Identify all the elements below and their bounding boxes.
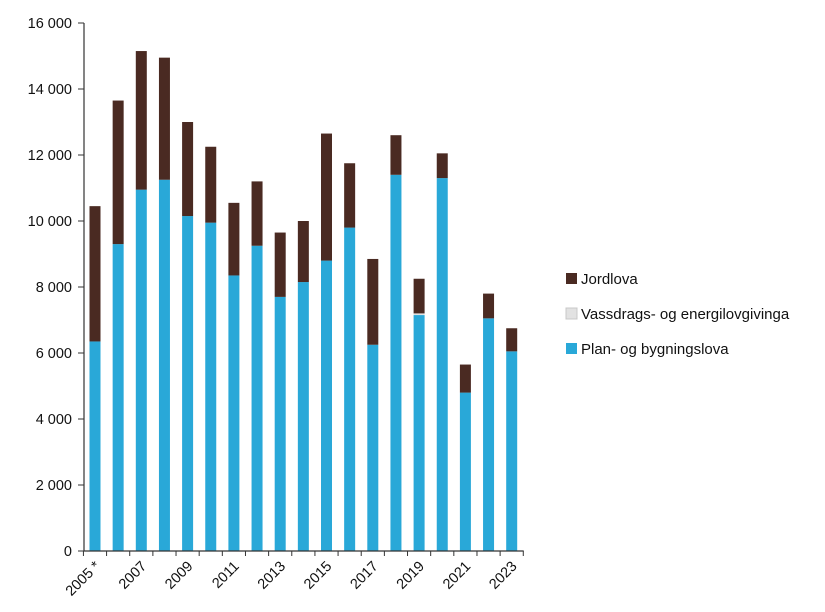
bar-segment: [367, 258, 379, 345]
bar-segment: [390, 135, 402, 175]
legend-swatch: [566, 343, 577, 354]
bar-segment: [483, 293, 495, 319]
bar-segment: [182, 216, 194, 552]
bar-segment: [436, 153, 448, 179]
bar-segment: [251, 181, 263, 246]
bar-segment: [205, 146, 217, 223]
bar-segment: [297, 221, 309, 283]
legend-label: Vassdrags- og energilovgivinga: [581, 306, 790, 323]
x-tick-label: 2005 *: [63, 558, 104, 599]
legend-label: Plan- og bygningslova: [581, 341, 729, 358]
y-tick-label: 0: [64, 544, 72, 560]
bar-segment: [158, 57, 170, 180]
x-tick-label: 2011: [209, 559, 242, 592]
x-tick-label: 2013: [255, 559, 289, 593]
y-tick-label: 6 000: [36, 346, 72, 362]
y-tick-label: 12 000: [28, 148, 72, 164]
bar-segment: [89, 206, 101, 342]
bar-segment: [274, 296, 286, 551]
bar-segment: [344, 163, 356, 228]
bar-segment: [135, 51, 147, 190]
legend-swatch: [565, 307, 578, 320]
bar-segment: [506, 351, 518, 551]
x-tick-label: 2007: [116, 559, 150, 593]
bar-segment: [228, 202, 240, 276]
bar-segment: [321, 133, 332, 261]
bar-segment: [413, 313, 425, 316]
bar-segment: [297, 282, 309, 551]
x-tick-label: 2015: [301, 559, 335, 593]
bar-segment: [413, 315, 425, 551]
bar-segment: [483, 318, 495, 551]
bar-segment: [135, 189, 147, 551]
y-tick-label: 2 000: [36, 478, 72, 494]
bar-segment: [367, 344, 379, 551]
y-tick-label: 10 000: [28, 214, 72, 230]
y-tick-label: 14 000: [28, 82, 72, 98]
x-tick-label: 2009: [162, 559, 196, 593]
bar-segment: [459, 364, 471, 393]
legend-label: Jordlova: [581, 271, 638, 288]
bar-segment: [390, 174, 402, 552]
bar-segment: [112, 244, 124, 551]
bar-segment: [228, 275, 240, 551]
bar-segment: [344, 227, 356, 551]
legend-swatch: [566, 273, 577, 284]
x-tick-label: 2023: [486, 559, 520, 593]
x-tick-label: 2021: [440, 559, 474, 593]
bar-segment: [413, 278, 425, 314]
bar-segment: [112, 100, 124, 245]
x-tick-label: 2017: [347, 559, 381, 593]
bar-segment: [158, 179, 170, 551]
bar-segment: [459, 392, 471, 551]
bar-segment: [182, 122, 194, 217]
x-tick-label: 2019: [394, 559, 428, 593]
bar-segment: [89, 341, 101, 551]
bar-segment: [251, 245, 263, 551]
y-tick-label: 16 000: [28, 16, 72, 32]
bar-segment: [205, 222, 217, 551]
bar-segment: [274, 232, 286, 297]
bar-segment: [436, 178, 448, 551]
y-tick-label: 8 000: [36, 280, 72, 296]
y-tick-label: 4 000: [36, 412, 72, 428]
bar-segment: [321, 260, 332, 551]
bar-segment: [506, 328, 518, 352]
